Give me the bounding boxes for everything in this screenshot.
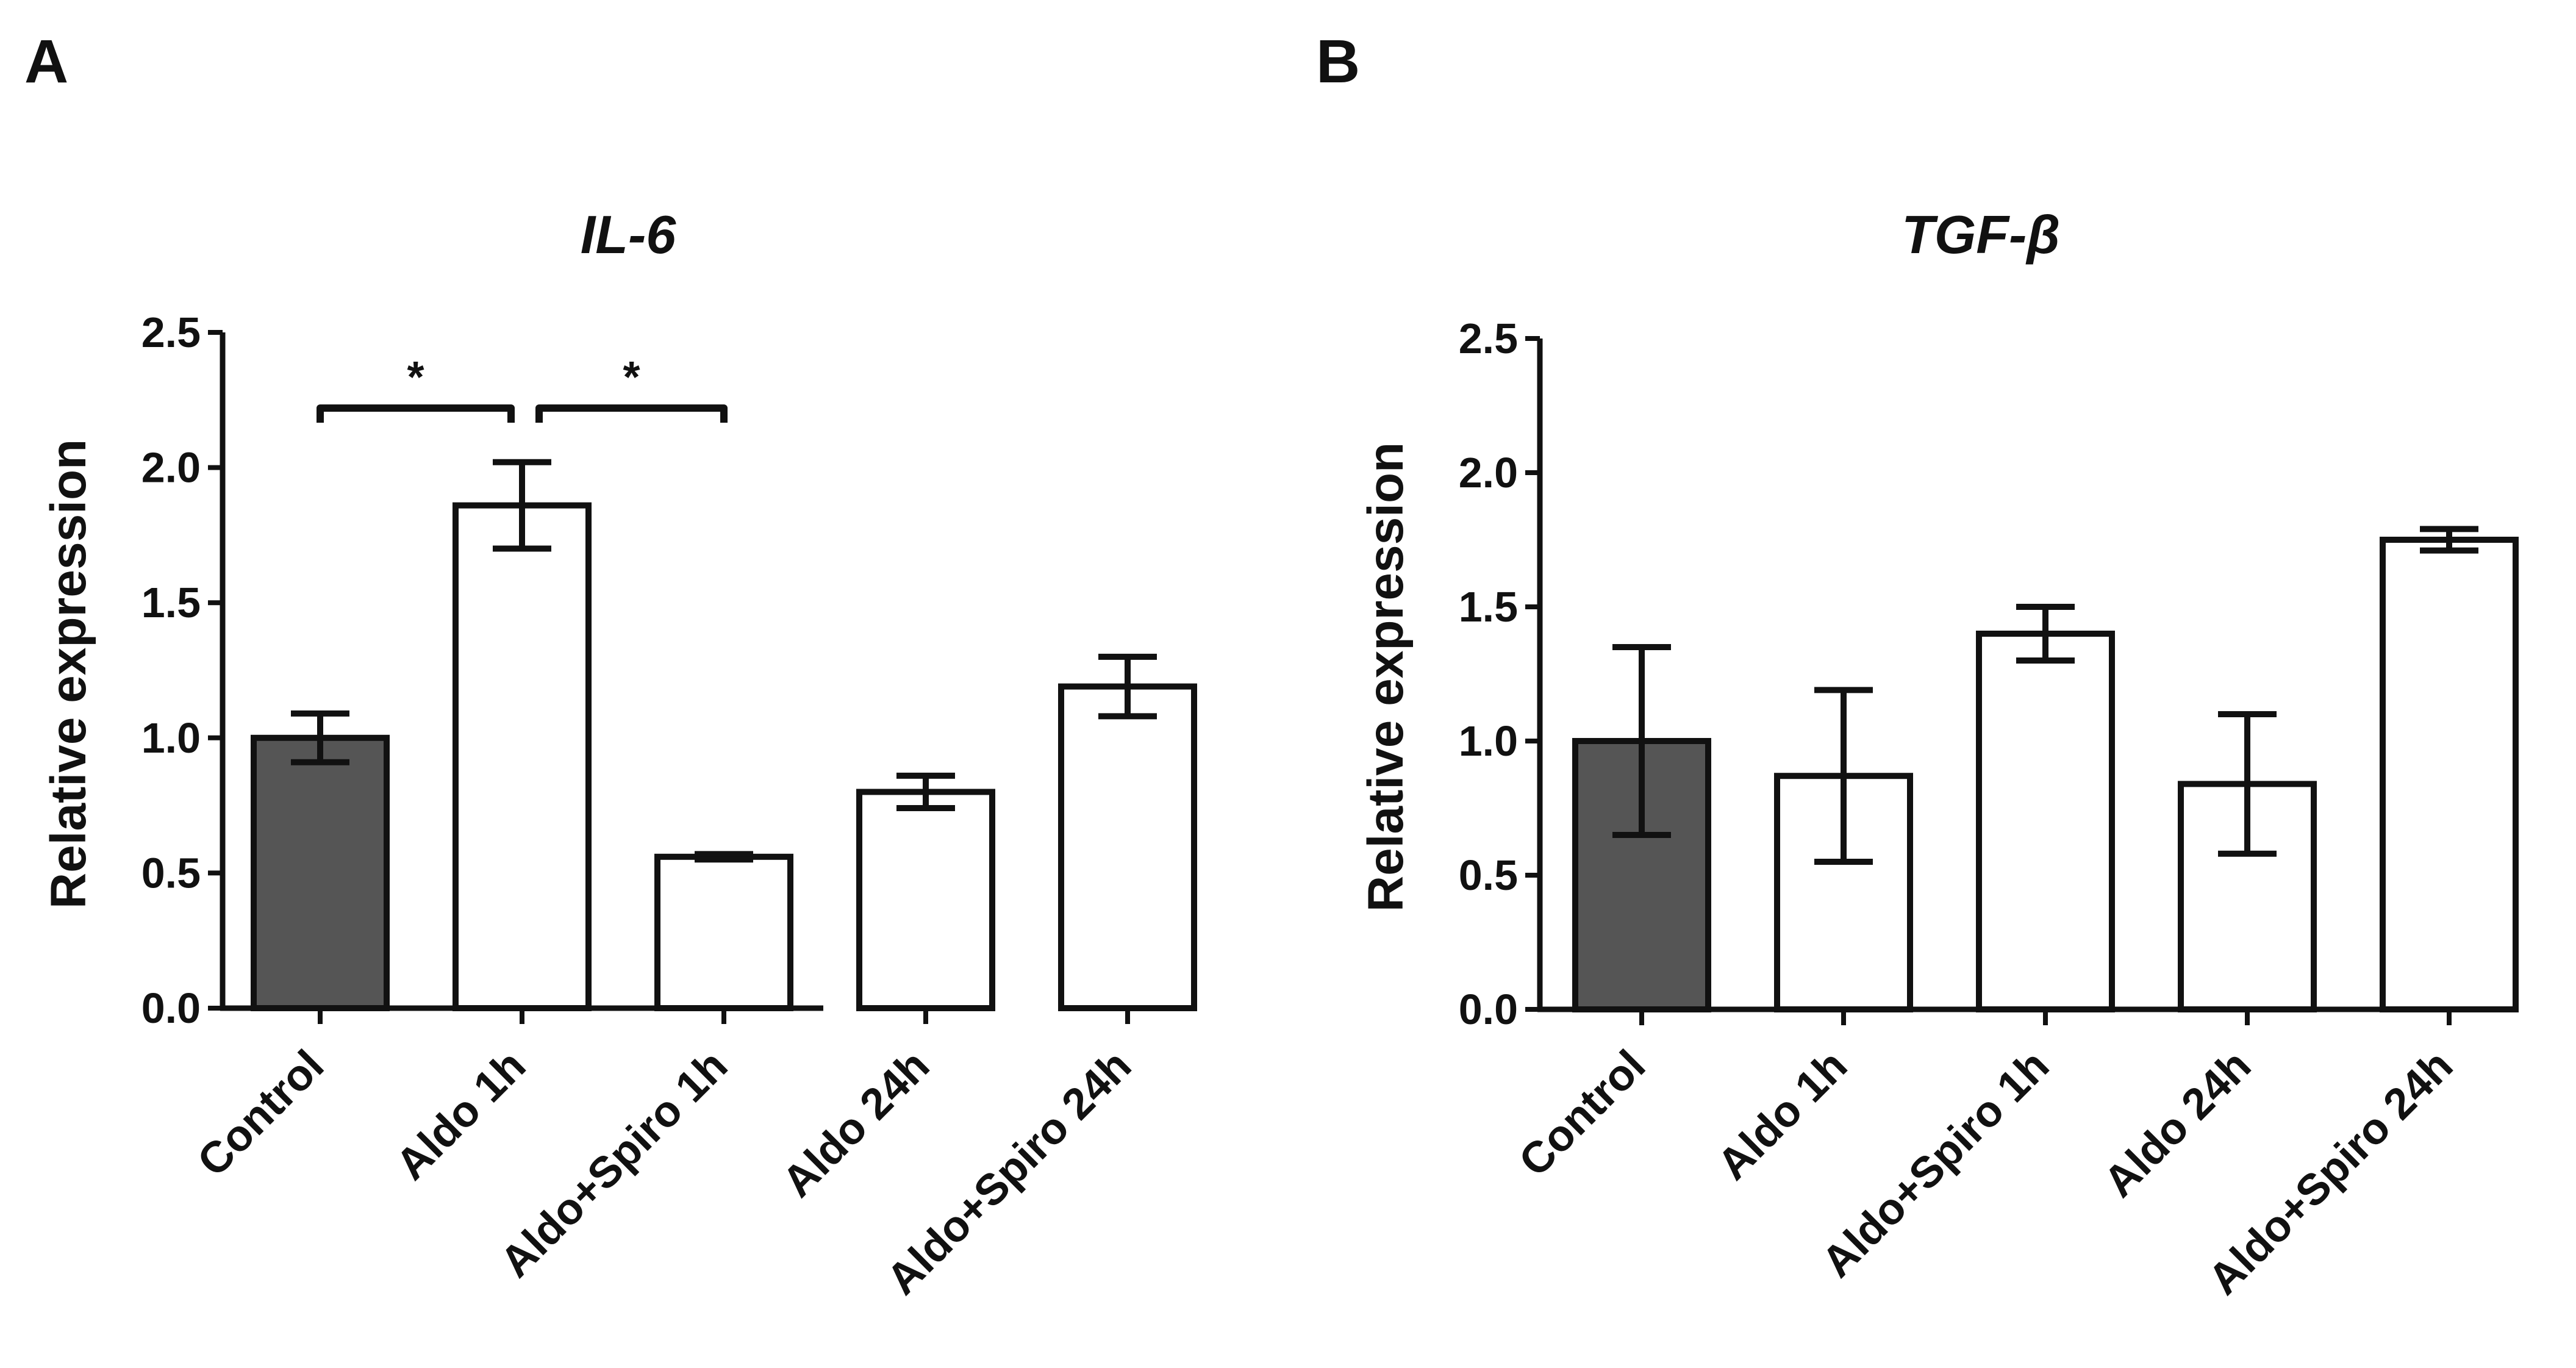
panel-letter-b: B	[1316, 27, 1360, 96]
bar-a-1	[453, 502, 592, 1011]
y-tick-label-a: 1.5	[141, 579, 201, 626]
y-tick-label-a: 2.0	[141, 444, 201, 492]
y-tick-label-b: 0.0	[1459, 986, 1518, 1033]
significance-bracket-a-1	[535, 404, 728, 423]
panel-letter-a: A	[24, 27, 68, 96]
bar-b-2	[1976, 631, 2115, 1012]
bar-b-4	[2380, 537, 2519, 1012]
y-tick-label-a: 0.5	[141, 849, 201, 897]
significance-label-a-0: *	[407, 353, 424, 402]
bar-a-0	[251, 734, 390, 1012]
category-label-b-3: Aldo 24h	[2095, 1041, 2261, 1207]
category-label-b-0: Control	[1510, 1041, 1655, 1186]
y-tick-label-b: 2.0	[1459, 449, 1518, 496]
y-tick-label-a: 1.0	[141, 714, 201, 762]
y-tick-label-b: 1.0	[1459, 717, 1518, 765]
panel-b: B TGF-β Relative expression 0.0 0.5 1.0 1.5…	[1316, 27, 2519, 1304]
panel-a: A IL-6 Relative expression 0.0 0.5 1.0 1.5 2…	[24, 27, 1197, 1304]
y-axis-label-a: Relative expression	[41, 439, 96, 909]
bar-a-4	[1058, 683, 1197, 1012]
bar-a-3	[856, 789, 995, 1011]
y-tick-label-a: 0.0	[141, 984, 201, 1032]
y-tick-label-b: 1.5	[1459, 583, 1518, 631]
bar-a-2	[654, 853, 793, 1011]
y-tick-label-b: 2.5	[1459, 315, 1518, 362]
y-tick-label-b: 0.5	[1459, 851, 1518, 899]
y-axis-label-b: Relative expression	[1358, 442, 1414, 912]
category-label-a-3: Aldo 24h	[773, 1041, 939, 1207]
significance-label-a-1: *	[623, 353, 640, 402]
y-tick-label-a: 2.5	[141, 309, 201, 356]
category-label-a-1: Aldo 1h	[387, 1041, 535, 1189]
category-label-a-0: Control	[188, 1041, 334, 1186]
significance-bracket-a-0	[317, 404, 515, 423]
chart-title-il6: IL-6	[581, 204, 677, 265]
chart-title-tgfb: TGF-β	[1902, 204, 2060, 265]
category-label-b-1: Aldo 1h	[1708, 1041, 1856, 1189]
